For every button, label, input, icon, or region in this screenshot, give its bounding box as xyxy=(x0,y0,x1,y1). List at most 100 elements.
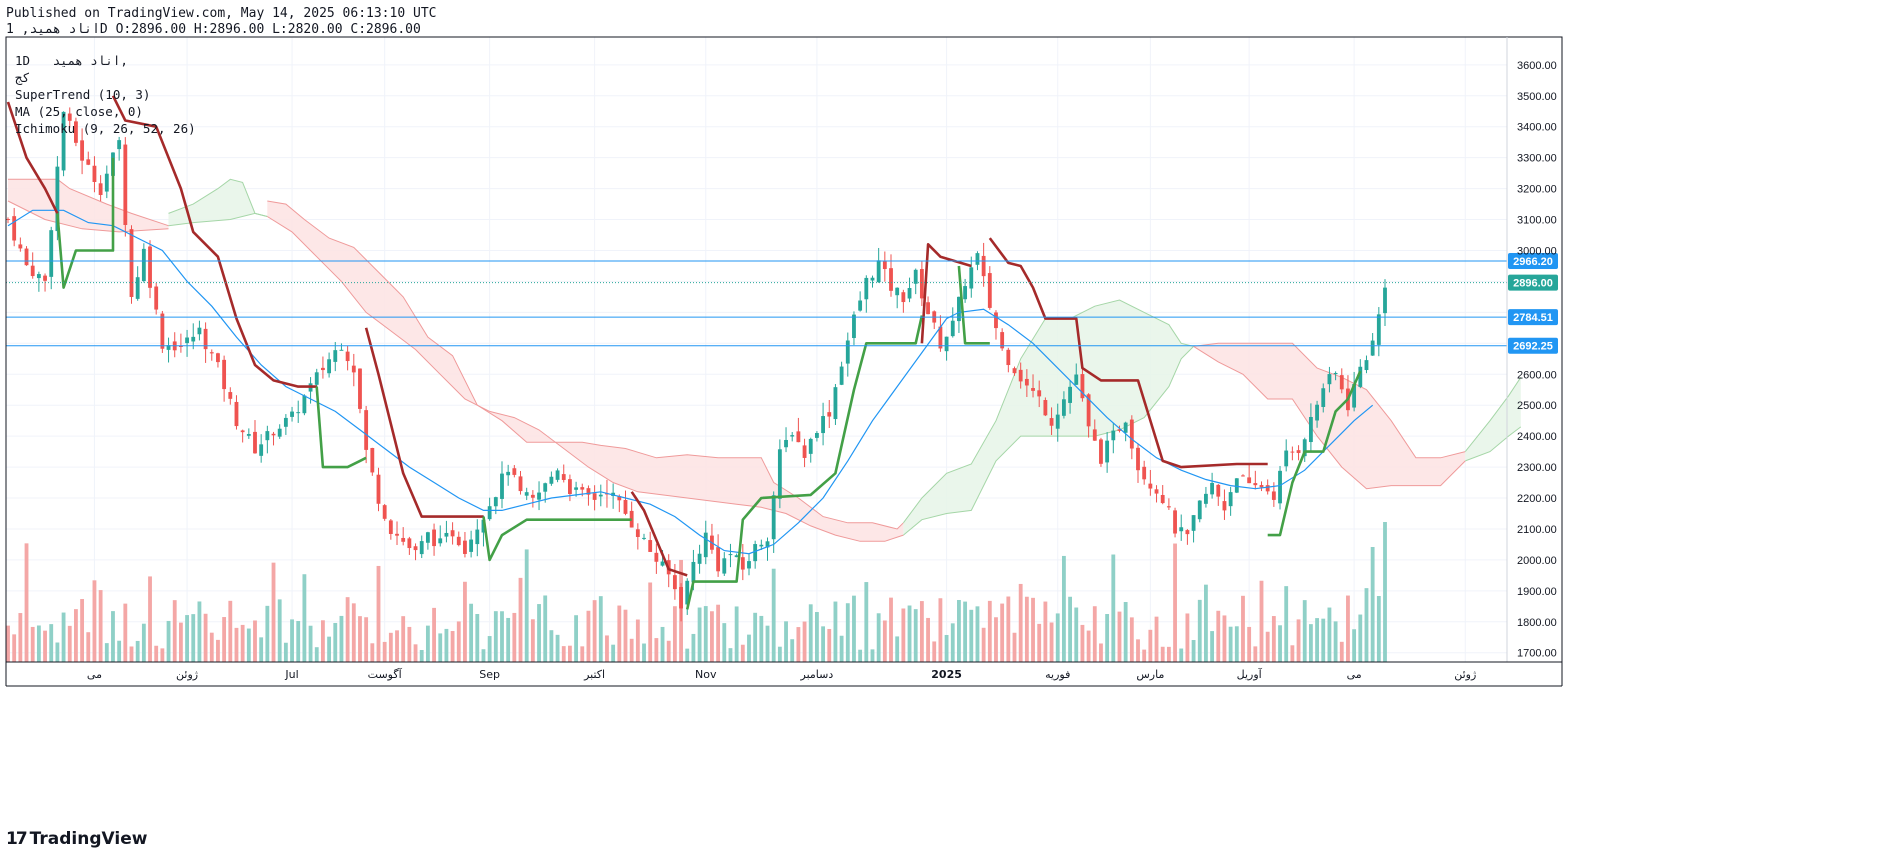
volume-bar xyxy=(518,577,523,662)
legend-ichimoku[interactable]: Ichimoku (9, 26, 52, 26) xyxy=(15,121,196,136)
candle-body xyxy=(1086,394,1091,427)
volume-bar xyxy=(203,613,208,662)
volume-bar xyxy=(432,607,436,662)
volume-bar xyxy=(907,605,912,662)
cloud-bull xyxy=(168,179,268,226)
candle-body xyxy=(296,412,301,414)
candle-body xyxy=(543,483,548,492)
supertrend-down xyxy=(630,491,688,577)
volume-bar xyxy=(876,613,881,662)
candle-body xyxy=(419,541,424,555)
volume-bar xyxy=(30,626,35,662)
candle-body xyxy=(1129,419,1134,449)
volume-bar xyxy=(1061,555,1066,662)
volume-bar xyxy=(740,644,745,662)
volume-bar xyxy=(524,549,529,662)
time-tick-label: آوریل xyxy=(1237,667,1263,681)
level-badge xyxy=(1508,309,1558,326)
candle-body xyxy=(123,144,128,225)
time-tick-label: مارس xyxy=(1136,668,1164,681)
volume-bar xyxy=(722,623,727,662)
volume-bar xyxy=(376,565,381,662)
level-badge xyxy=(1508,337,1558,354)
candle-body xyxy=(691,561,696,583)
candle-body xyxy=(1049,418,1054,426)
candle-body xyxy=(24,248,29,266)
volume-bar xyxy=(703,606,708,662)
volume-bar xyxy=(438,633,443,662)
price-tick-label: 2600.00 xyxy=(1517,369,1557,381)
volume-bar xyxy=(1043,601,1048,662)
volume-bars xyxy=(6,522,1387,662)
candle-body xyxy=(1234,478,1239,493)
candle-body xyxy=(549,476,554,484)
candle-body xyxy=(697,553,702,564)
volume-bar xyxy=(592,600,597,662)
candle-body xyxy=(271,433,276,436)
volume-bar xyxy=(598,596,603,662)
volume-bar xyxy=(617,605,622,662)
price-tick-label: 3400.00 xyxy=(1517,122,1557,134)
candle-body xyxy=(1024,378,1029,386)
candle-body xyxy=(345,351,350,362)
candle-body xyxy=(1358,366,1363,387)
candle-body xyxy=(1265,485,1270,492)
volume-bar xyxy=(345,597,350,662)
candle-body xyxy=(1006,349,1011,366)
volume-bar xyxy=(1006,596,1011,662)
volume-bar xyxy=(401,616,406,662)
price-tick-label: 3300.00 xyxy=(1517,153,1557,165)
ichimoku-cloud xyxy=(7,178,1522,542)
volume-bar xyxy=(994,617,998,662)
cloud-span-a xyxy=(267,200,904,530)
candle-body xyxy=(36,274,41,279)
candle-body xyxy=(654,552,659,562)
candle-body xyxy=(1148,483,1153,489)
volume-bar xyxy=(963,601,968,662)
candle-body xyxy=(283,417,288,427)
candle-body xyxy=(876,260,881,283)
candle-body xyxy=(518,476,523,492)
candle-body xyxy=(1080,374,1085,399)
supertrend-down xyxy=(988,237,1268,469)
volume-bar xyxy=(710,611,714,662)
time-tick-label: ژوئن xyxy=(1454,668,1476,681)
candle-body xyxy=(1308,416,1313,443)
candle-body xyxy=(1117,429,1122,431)
volume-bar xyxy=(296,620,301,662)
tradingview-brand[interactable]: 17 TradingView xyxy=(6,829,147,849)
candle-body xyxy=(228,392,233,399)
volume-bar xyxy=(901,608,906,662)
candle-body xyxy=(160,313,165,349)
price-tick-label: 2400.00 xyxy=(1517,431,1557,443)
volume-bar xyxy=(919,601,924,662)
candle-body xyxy=(889,268,893,291)
legend-supertrend[interactable]: SuperTrend (10, 3) xyxy=(15,87,151,102)
candle-body xyxy=(672,575,677,590)
indicator-legend: 1D اناد همید, کج SuperTrend (10, 3) MA (… xyxy=(15,52,196,137)
legend-ma[interactable]: MA (25, close, 0) xyxy=(15,104,143,119)
candle-body xyxy=(685,580,690,605)
candle-body xyxy=(456,536,461,546)
volume-bar xyxy=(283,642,288,662)
candle-body xyxy=(1333,372,1338,375)
volume-bar xyxy=(1154,616,1159,662)
volume-bar xyxy=(926,617,930,662)
price-tick-label: 3200.00 xyxy=(1517,184,1557,196)
volume-bar xyxy=(1024,596,1029,662)
volume-bar xyxy=(784,621,788,662)
candle-body xyxy=(574,487,579,490)
time-tick-label: اکتبر xyxy=(583,668,605,681)
candle-body xyxy=(1142,466,1147,480)
volume-bar xyxy=(568,645,572,662)
volume-bar xyxy=(814,612,819,662)
volume-bar xyxy=(660,626,665,662)
volume-bar xyxy=(753,612,758,662)
candle-body xyxy=(1315,404,1319,421)
candle-body xyxy=(148,246,152,288)
volume-bar xyxy=(635,619,640,662)
time-tick-label: Jul xyxy=(284,668,298,681)
candle-body xyxy=(759,544,764,547)
price-axis: 1700.00 1800.00 1900.00 2000.00 2100.00 2200.… xyxy=(1517,60,1557,660)
